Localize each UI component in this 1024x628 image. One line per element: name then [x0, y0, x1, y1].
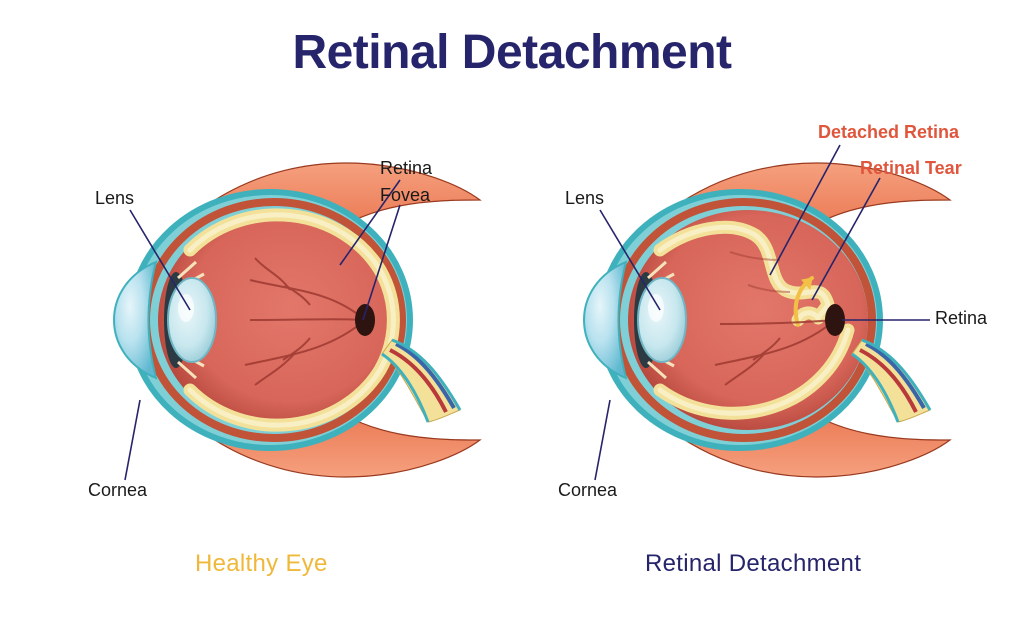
label-retina-left: Retina [380, 158, 432, 179]
label-lens-right: Lens [565, 188, 604, 209]
label-cornea-left: Cornea [88, 480, 147, 501]
label-cornea-right: Cornea [558, 480, 617, 501]
label-retinal-tear: Retinal Tear [860, 158, 962, 179]
label-retina-right: Retina [935, 308, 987, 329]
caption-retinal-detachment: Retinal Detachment [645, 550, 861, 578]
label-lens-left: Lens [95, 188, 134, 209]
label-fovea-left: Fovea [380, 185, 430, 206]
leader-lines [0, 0, 1024, 628]
label-detached-retina: Detached Retina [818, 122, 959, 143]
caption-healthy-eye: Healthy Eye [195, 550, 328, 578]
figure-stage: Retinal Detachment [0, 0, 1024, 628]
